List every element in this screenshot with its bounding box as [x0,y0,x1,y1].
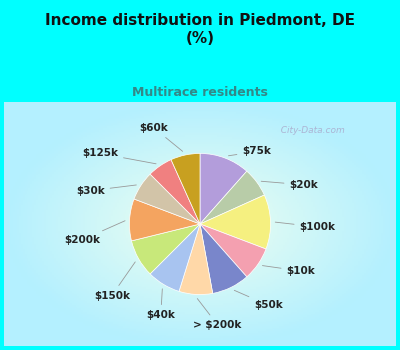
Wedge shape [150,160,200,224]
Text: > $200k: > $200k [194,299,242,330]
Text: Multirace residents: Multirace residents [132,86,268,99]
Wedge shape [130,199,200,241]
Text: $10k: $10k [262,266,315,276]
Text: $100k: $100k [275,222,336,232]
Text: City-Data.com: City-Data.com [275,126,345,135]
Text: $75k: $75k [228,147,271,156]
Wedge shape [171,153,200,224]
Text: Income distribution in Piedmont, DE
(%): Income distribution in Piedmont, DE (%) [45,13,355,46]
Text: $40k: $40k [146,289,175,320]
Wedge shape [200,171,264,224]
Wedge shape [150,224,200,291]
Wedge shape [200,153,247,224]
Wedge shape [200,195,270,249]
Text: $125k: $125k [82,148,156,164]
Text: $50k: $50k [234,290,283,310]
Text: $60k: $60k [140,123,183,151]
Wedge shape [200,224,266,277]
Text: $20k: $20k [261,180,318,190]
Text: $200k: $200k [64,221,125,245]
Wedge shape [179,224,213,295]
Wedge shape [200,224,247,293]
Text: $150k: $150k [94,262,135,301]
Wedge shape [132,224,200,274]
Wedge shape [134,174,200,224]
Text: $30k: $30k [76,185,136,196]
